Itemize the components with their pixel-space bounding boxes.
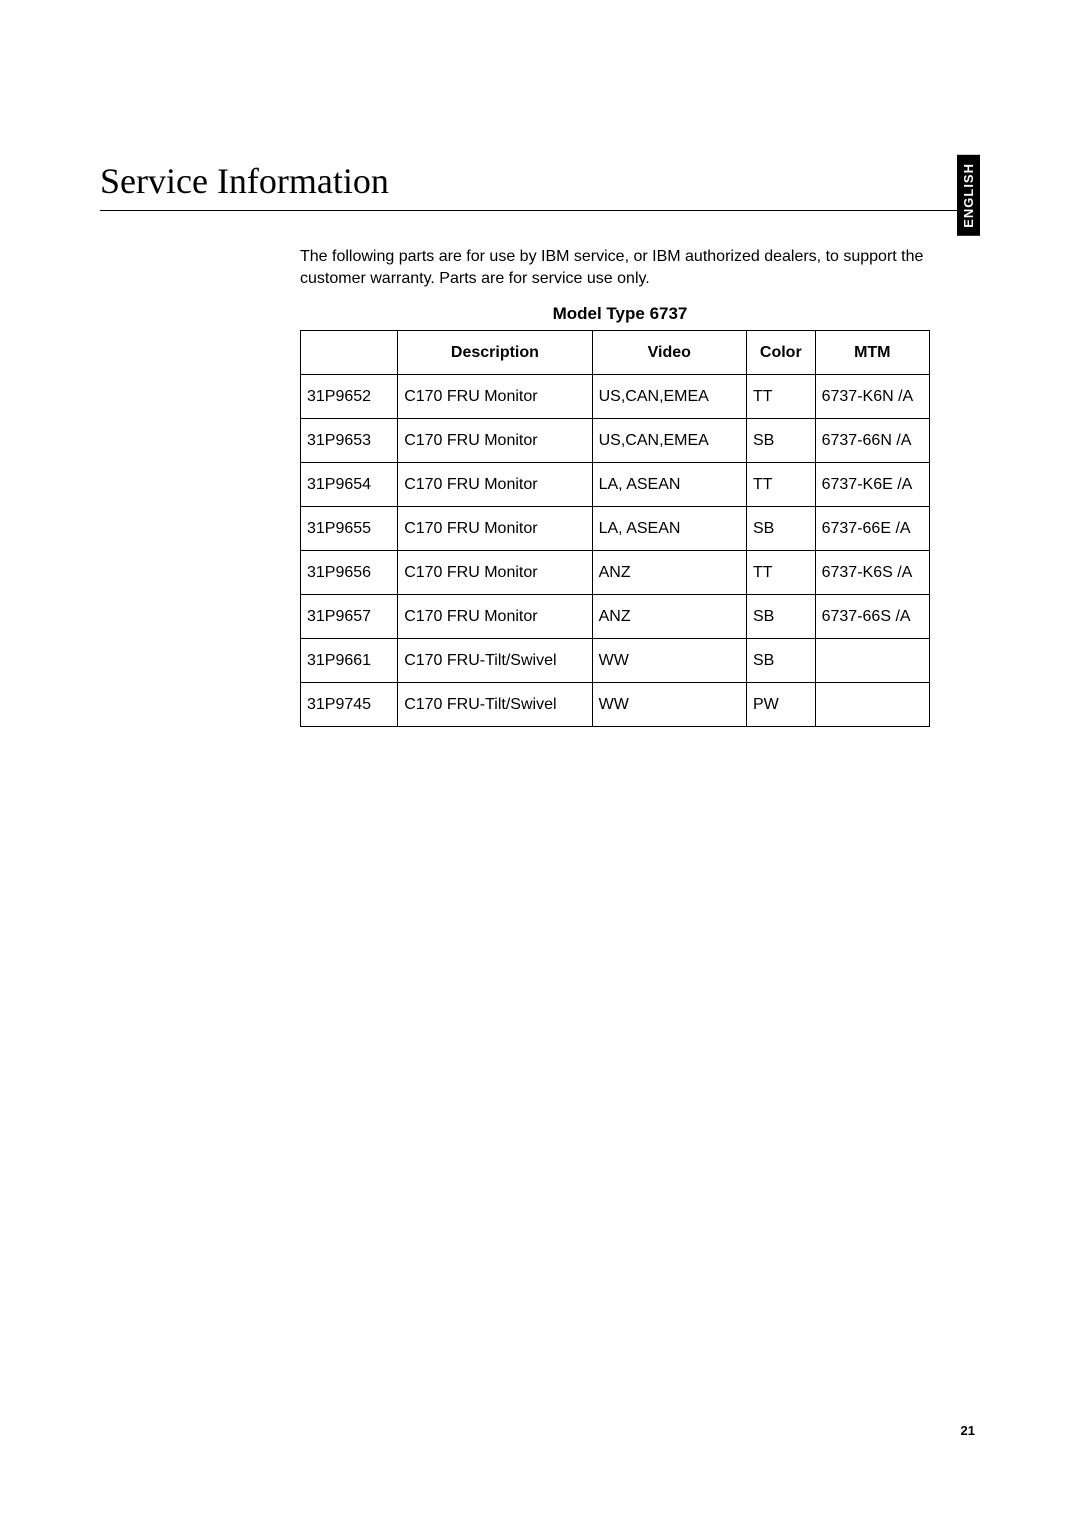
table-cell: SB	[747, 595, 816, 639]
table-row: 31P9653 C170 FRU Monitor US,CAN,EMEA SB …	[301, 419, 930, 463]
table-cell: WW	[592, 683, 746, 727]
table-cell: SB	[747, 419, 816, 463]
page-number: 21	[961, 1423, 975, 1438]
table-header-row: Description Video Color MTM	[301, 331, 930, 375]
table-cell: 31P9656	[301, 551, 398, 595]
table-cell: 6737-K6E /A	[815, 463, 929, 507]
table-header: MTM	[815, 331, 929, 375]
table-cell: C170 FRU Monitor	[398, 551, 592, 595]
table-cell: 31P9653	[301, 419, 398, 463]
table-cell: C170 FRU Monitor	[398, 375, 592, 419]
table-cell: 31P9745	[301, 683, 398, 727]
table-cell: 31P9652	[301, 375, 398, 419]
parts-table: Description Video Color MTM 31P9652 C170…	[300, 330, 930, 727]
table-cell: WW	[592, 639, 746, 683]
table-row: 31P9661 C170 FRU-Tilt/Swivel WW SB	[301, 639, 930, 683]
table-cell: C170 FRU Monitor	[398, 419, 592, 463]
table-cell: LA, ASEAN	[592, 463, 746, 507]
table-cell: C170 FRU-Tilt/Swivel	[398, 683, 592, 727]
table-cell: PW	[747, 683, 816, 727]
table-row: 31P9654 C170 FRU Monitor LA, ASEAN TT 67…	[301, 463, 930, 507]
table-row: 31P9655 C170 FRU Monitor LA, ASEAN SB 67…	[301, 507, 930, 551]
table-cell: SB	[747, 639, 816, 683]
intro-text: The following parts are for use by IBM s…	[300, 246, 940, 289]
table-cell: ANZ	[592, 595, 746, 639]
table-cell: 6737-66E /A	[815, 507, 929, 551]
table-cell: US,CAN,EMEA	[592, 375, 746, 419]
table-cell: 6737-K6N /A	[815, 375, 929, 419]
table-title: Model Type 6737	[300, 304, 940, 324]
table-cell: 6737-66S /A	[815, 595, 929, 639]
table-cell: 31P9655	[301, 507, 398, 551]
table-cell: TT	[747, 375, 816, 419]
table-cell: 31P9661	[301, 639, 398, 683]
table-cell: ANZ	[592, 551, 746, 595]
table-row: 31P9745 C170 FRU-Tilt/Swivel WW PW	[301, 683, 930, 727]
table-cell: TT	[747, 551, 816, 595]
table-cell: 6737-K6S /A	[815, 551, 929, 595]
table-cell: SB	[747, 507, 816, 551]
table-cell: 31P9657	[301, 595, 398, 639]
table-cell: LA, ASEAN	[592, 507, 746, 551]
table-row: 31P9657 C170 FRU Monitor ANZ SB 6737-66S…	[301, 595, 930, 639]
language-tab: ENGLISH	[957, 155, 980, 236]
table-header: Color	[747, 331, 816, 375]
table-cell: TT	[747, 463, 816, 507]
table-cell	[815, 683, 929, 727]
table-cell: C170 FRU-Tilt/Swivel	[398, 639, 592, 683]
table-cell: 31P9654	[301, 463, 398, 507]
page-title: Service Information	[100, 160, 980, 211]
table-cell: C170 FRU Monitor	[398, 595, 592, 639]
table-cell: C170 FRU Monitor	[398, 463, 592, 507]
table-header: Video	[592, 331, 746, 375]
table-cell: 6737-66N /A	[815, 419, 929, 463]
table-cell	[815, 639, 929, 683]
table-header: Description	[398, 331, 592, 375]
table-cell: C170 FRU Monitor	[398, 507, 592, 551]
table-row: 31P9652 C170 FRU Monitor US,CAN,EMEA TT …	[301, 375, 930, 419]
table-cell: US,CAN,EMEA	[592, 419, 746, 463]
table-header	[301, 331, 398, 375]
table-row: 31P9656 C170 FRU Monitor ANZ TT 6737-K6S…	[301, 551, 930, 595]
